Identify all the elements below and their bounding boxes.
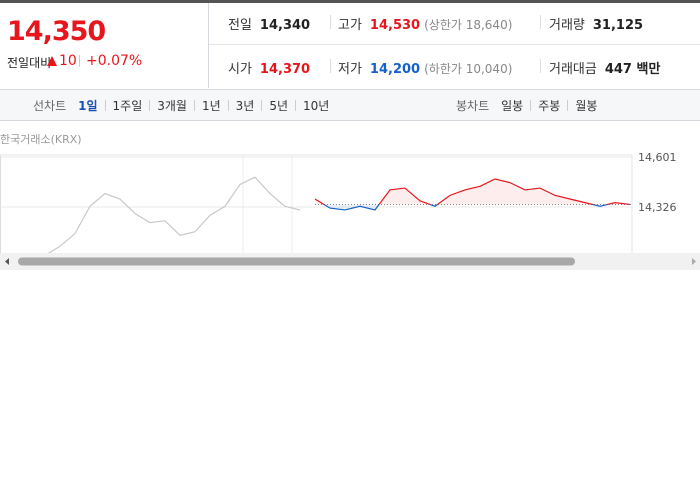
quote-label: 고가 [338, 18, 362, 33]
tab-separator [567, 100, 569, 111]
quote-value: 14,200 [369, 62, 421, 77]
divider [540, 59, 541, 73]
scroll-left[interactable] [5, 258, 9, 265]
divider [330, 15, 331, 29]
tab[interactable]: 월봉 [575, 99, 598, 113]
tab-separator [227, 100, 229, 111]
divider [208, 3, 209, 88]
divider [330, 59, 331, 73]
quote-limit: (하한가 10,040) [424, 62, 513, 76]
up-arrow [47, 56, 57, 66]
tab[interactable]: 3년 [235, 99, 255, 113]
change-label: 전일대비 [7, 56, 52, 70]
stock-widget: 14,350 전일대비 10 +0.07% 전일 14,340 고가 14,530 (상… [0, 0, 700, 270]
quote-value: 14,340 [259, 18, 311, 33]
tab[interactable]: 주봉 [538, 99, 561, 113]
y-tick-label: 14,326 [638, 201, 677, 214]
quote-label: 거래대금 [549, 62, 597, 77]
quote-value: 447 백만 [604, 62, 661, 77]
tab[interactable]: 일봉 [501, 99, 524, 113]
quote-item: 고가 14,530 (상한가 18,640) [338, 14, 512, 33]
quote-limit: (상한가 18,640) [424, 18, 513, 32]
scroll-right[interactable] [692, 258, 696, 265]
price: 14,350 [7, 16, 106, 47]
y-tick-label: 14,601 [638, 151, 677, 164]
tab-separator [193, 100, 195, 111]
quote-item: 거래량 31,125 [549, 14, 643, 33]
source: 한국거래소(KRX) [0, 133, 82, 146]
quote-label: 시가 [228, 62, 252, 77]
tab-group-label: 봉차트 [456, 99, 490, 113]
top-border [0, 0, 700, 3]
line-down [322, 204, 631, 211]
quote-value: 14,530 [369, 18, 421, 33]
quote-item: 전일 14,340 [228, 14, 310, 33]
tab[interactable]: 3개월 [157, 99, 187, 113]
quote-item: 거래대금 447 백만 [549, 58, 660, 77]
quote-label: 전일 [228, 18, 252, 33]
divider [79, 55, 80, 67]
quote-item: 시가 14,370 [228, 58, 310, 77]
tab-group: 선차트 1일 1주일 3개월 1년 3년 5년 10년 [33, 97, 329, 114]
quote-value: 31,125 [592, 18, 644, 33]
tab-group-label: 선차트 [33, 99, 67, 113]
quote-value: 14,370 [259, 62, 311, 77]
tab-group: 봉차트 일봉 주봉 월봉 [456, 97, 597, 114]
tab[interactable]: 5년 [269, 99, 289, 113]
tab-separator [104, 100, 106, 111]
tab[interactable]: 10년 [303, 99, 330, 113]
tab-separator [530, 100, 532, 111]
quote-item: 저가 14,200 (하한가 10,040) [338, 58, 512, 77]
tab[interactable]: 1일 [78, 99, 98, 113]
tab[interactable]: 1년 [201, 99, 221, 113]
tab-separator [261, 100, 263, 111]
area-up [315, 179, 630, 205]
divider [209, 44, 700, 45]
tab[interactable]: 1주일 [112, 99, 143, 113]
scrollbar-thumb[interactable] [18, 257, 575, 266]
change: 10 [59, 53, 77, 69]
line [29, 176, 301, 258]
tab-separator [149, 100, 151, 111]
divider [540, 15, 541, 29]
tab-bar: 선차트 1일 1주일 3개월 1년 3년 5년 10년 봉차트 일봉 주봉 월봉 [0, 89, 700, 121]
quote-label: 저가 [338, 62, 362, 77]
tab-separator [295, 100, 297, 111]
quote-label: 거래량 [549, 18, 585, 33]
line-up [314, 178, 631, 205]
change-pct: +0.07% [86, 53, 143, 69]
